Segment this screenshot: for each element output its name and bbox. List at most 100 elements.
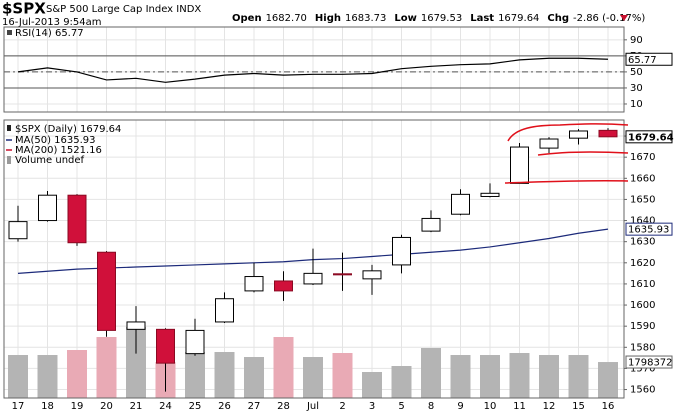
value-tag-box <box>625 52 673 66</box>
candle-body <box>333 273 352 276</box>
legend-label: $SPX (Daily) 1679.64 <box>15 124 121 135</box>
price-panel: 17 18 19 20 21 24 25 26 27 28 Jul 2 3 5 8 9 10 11 12 15 16 16… <box>3 119 674 412</box>
volume-bar <box>185 352 205 398</box>
volume-bar <box>8 355 28 398</box>
quote-label: Last <box>470 13 494 24</box>
candle-body <box>539 138 559 149</box>
y-tick-label: 1590 <box>630 321 655 332</box>
x-tick-label: 12 <box>543 401 556 412</box>
y-tick-label: 1570 <box>630 363 655 374</box>
volume-bar <box>67 350 87 398</box>
candle-body <box>362 270 382 280</box>
candle-body <box>303 272 323 285</box>
volume-bar <box>568 355 589 398</box>
volume-bar <box>244 357 264 398</box>
legend-icon <box>7 125 11 131</box>
datetime: 16-Jul-2013 9:54am <box>2 17 102 28</box>
down-arrow <box>620 15 628 21</box>
x-tick-label: 11 <box>513 401 526 412</box>
panel-title: RSI(14) 65.77 <box>15 28 84 39</box>
candle-body <box>480 192 500 197</box>
exchange: INDX <box>176 4 201 15</box>
x-tick-label: 9 <box>457 401 463 412</box>
candle-body <box>38 194 57 222</box>
x-tick-label: 21 <box>130 401 143 412</box>
volume-bar <box>539 355 559 398</box>
x-tick-label: 5 <box>398 401 404 412</box>
x-tick-label: 27 <box>248 401 261 412</box>
candle-body <box>510 146 529 184</box>
value-tag-box <box>625 355 673 369</box>
quote-value: 1683.73 <box>345 13 386 24</box>
volume-bar <box>450 355 471 398</box>
volume-bar <box>96 337 117 398</box>
x-tick-label: 10 <box>484 401 497 412</box>
quote-label: Chg <box>547 13 569 24</box>
annotation-line <box>504 179 629 184</box>
y-tick-label: 1600 <box>630 300 655 311</box>
y-tick-label: 50 <box>630 67 643 78</box>
y-tick-label: 1580 <box>630 342 655 353</box>
candle-body <box>215 298 234 323</box>
volume-bar <box>509 353 530 398</box>
x-tick-label: Jul <box>306 401 319 412</box>
candle-body <box>8 221 28 240</box>
annotation-line <box>507 123 629 142</box>
x-tick-label: 17 <box>12 401 25 412</box>
quote-label: Low <box>394 13 416 24</box>
value-tag: 1679.64 <box>628 132 674 143</box>
y-tick-label: 1640 <box>630 216 655 227</box>
volume-bar <box>480 355 500 398</box>
candle-body <box>274 280 293 292</box>
volume-bar <box>598 362 618 398</box>
volume-bar <box>126 327 146 398</box>
x-tick-label: 16 <box>602 401 615 412</box>
quote-value: 1679.53 <box>421 13 462 24</box>
y-tick-label: 90 <box>630 35 643 46</box>
x-tick-label: 15 <box>572 401 585 412</box>
x-tick-label: 2 <box>339 401 345 412</box>
quote-value: 1682.70 <box>266 13 307 24</box>
candle-body <box>392 236 411 266</box>
quote-value: 1679.64 <box>498 13 539 24</box>
y-tick-label: 1670 <box>630 152 655 163</box>
y-tick-label: 1650 <box>630 194 655 205</box>
quote-label: High <box>315 13 341 24</box>
y-tick-label: 1610 <box>630 279 655 290</box>
volume-bar <box>421 348 441 398</box>
value-tag: 1635.93 <box>628 225 669 236</box>
y-tick-label: 1620 <box>630 258 655 269</box>
legend-swatch <box>7 156 11 164</box>
index-name: S&P 500 Large Cap Index INDX <box>46 4 201 15</box>
candle-body <box>126 321 146 330</box>
value-tag: 65.77 <box>628 55 657 66</box>
x-tick-label: 26 <box>218 401 231 412</box>
symbol: $SPX <box>2 0 46 18</box>
volume-bar <box>332 353 353 398</box>
candle-body <box>67 194 87 244</box>
y-tick-label: 10 <box>630 99 643 110</box>
candle-body <box>451 193 470 215</box>
volume-bar <box>37 355 58 398</box>
value-tag-box <box>625 130 673 144</box>
legend-label: Volume undef <box>15 155 85 166</box>
volume-bar <box>362 372 382 398</box>
y-tick-label: 1660 <box>630 173 655 184</box>
candle-body <box>598 129 618 138</box>
volume-bar <box>303 357 323 398</box>
legend-icon <box>7 30 12 35</box>
y-tick-label: 1630 <box>630 237 655 248</box>
x-tick-label: 19 <box>71 401 84 412</box>
candle-body <box>97 251 116 331</box>
candle-body <box>244 276 264 292</box>
annotation-line <box>537 151 629 156</box>
x-tick-label: 18 <box>41 401 54 412</box>
legend-label: MA(200) 1521.16 <box>15 145 102 156</box>
x-tick-label: 24 <box>159 401 172 412</box>
name: S&P 500 Large Cap Index <box>46 4 173 15</box>
value-tag-box <box>625 222 673 236</box>
candle-body <box>185 329 205 355</box>
y-tick-label: 30 <box>630 83 643 94</box>
